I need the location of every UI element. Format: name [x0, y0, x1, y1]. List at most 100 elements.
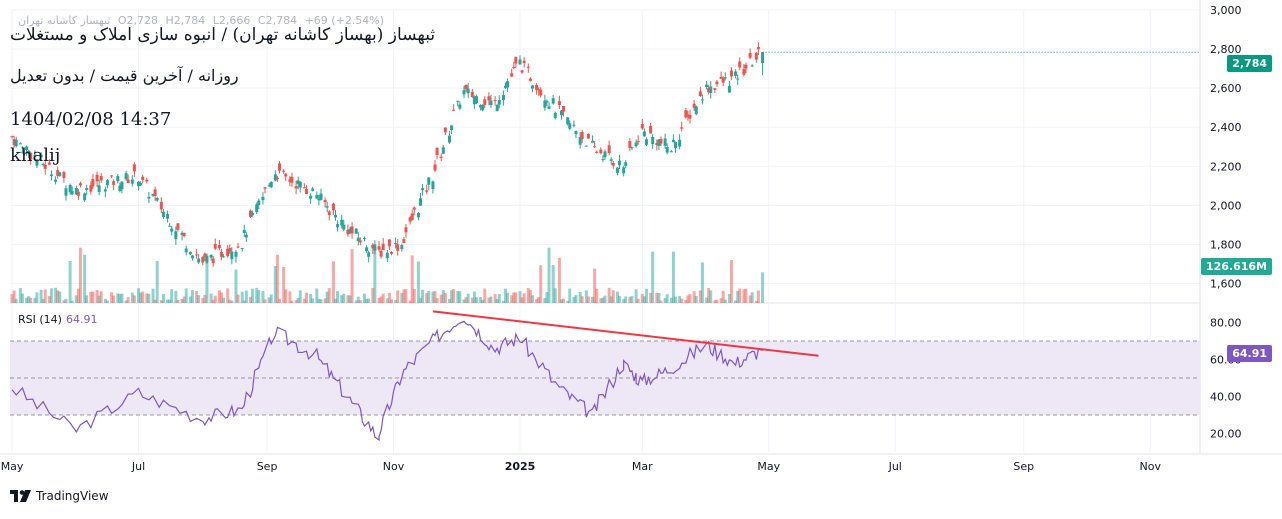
- volume-bar: [678, 296, 682, 303]
- candle-body: [402, 239, 406, 244]
- time-tick-label: Sep: [1013, 460, 1034, 473]
- candle-body: [296, 180, 300, 184]
- candle-body: [365, 247, 369, 252]
- candle-body: [184, 248, 188, 253]
- candle-body: [599, 149, 603, 154]
- candle-body: [692, 103, 696, 108]
- candle-body: [481, 104, 485, 111]
- candle-body: [425, 190, 429, 192]
- candle-body: [673, 141, 677, 149]
- volume-bar: [578, 291, 582, 303]
- volume-bar: [211, 299, 215, 303]
- candle-body: [174, 231, 178, 240]
- volume-bar: [435, 297, 439, 303]
- volume-bar: [663, 298, 667, 303]
- volume-bar: [269, 294, 273, 303]
- ohlc-readout: ثبهساز کاشانه تهران O2,728 H2,784 L2,666…: [18, 14, 388, 27]
- volume-bar: [545, 292, 549, 303]
- volume-bar: [89, 291, 93, 303]
- candle-body: [367, 252, 371, 257]
- volume-bar: [497, 294, 501, 303]
- candle-body: [578, 137, 582, 145]
- volume-bar: [296, 298, 300, 303]
- volume-bar: [427, 290, 431, 303]
- volume-bar: [659, 300, 663, 303]
- candle-body: [298, 181, 302, 188]
- volume-bar: [151, 288, 155, 303]
- candle-body: [112, 181, 116, 185]
- volume-bar: [371, 287, 375, 303]
- volume-bar: [396, 290, 400, 303]
- volume-bar: [593, 268, 597, 303]
- volume-bar: [124, 300, 128, 303]
- candle-body: [354, 228, 358, 234]
- volume-bar: [591, 296, 595, 303]
- volume-bar: [304, 292, 308, 303]
- candle-body: [120, 181, 124, 189]
- candle-body: [255, 204, 259, 213]
- volume-bar: [155, 261, 159, 303]
- volume-bar: [412, 288, 416, 303]
- volume-bar: [665, 294, 669, 303]
- tradingview-brand[interactable]: TradingView: [10, 489, 109, 503]
- volume-bar: [736, 290, 740, 303]
- candle-body: [659, 138, 663, 144]
- volume-bar: [566, 300, 570, 303]
- volume-bar: [294, 300, 298, 303]
- candle-body: [754, 52, 758, 60]
- candle-body: [547, 106, 551, 109]
- volume-bar: [39, 289, 43, 303]
- candle-body: [323, 199, 327, 203]
- candle-body: [522, 60, 526, 64]
- candle-body: [495, 104, 499, 112]
- volume-bar: [470, 297, 474, 303]
- volume-bar: [257, 290, 261, 303]
- candle-body: [671, 139, 675, 143]
- volume-bar: [487, 297, 491, 303]
- candle-body: [387, 239, 391, 247]
- candle-body: [474, 96, 478, 103]
- candle-body: [562, 106, 566, 112]
- volume-bar: [387, 292, 391, 303]
- candle-body: [346, 229, 350, 235]
- volume-bar: [68, 261, 72, 303]
- volume-bar: [501, 300, 505, 303]
- candle-body: [336, 224, 340, 228]
- candle-body: [669, 151, 673, 153]
- volume-bar: [479, 297, 483, 303]
- volume-bar: [76, 288, 80, 303]
- volume-bar: [275, 254, 279, 303]
- candle-body: [288, 179, 292, 182]
- candle-body: [530, 85, 534, 89]
- candle-body: [269, 182, 273, 188]
- candle-body: [729, 70, 733, 77]
- volume-bar: [166, 299, 170, 303]
- candle-body: [719, 76, 723, 79]
- candle-body: [275, 177, 279, 180]
- candle-body: [584, 145, 588, 147]
- candle-body: [568, 123, 572, 129]
- rsi-tick-label: 40.00: [1210, 391, 1242, 404]
- candle-body: [95, 174, 99, 182]
- volume-bar: [443, 292, 447, 303]
- candle-body: [377, 246, 381, 250]
- candle-body: [41, 164, 45, 166]
- ohlc-low: L2,666: [212, 14, 251, 27]
- candle-body: [744, 64, 748, 69]
- candle-body: [257, 200, 261, 206]
- candle-body: [435, 147, 439, 156]
- candle-body: [39, 154, 43, 158]
- candle-body: [396, 244, 400, 251]
- candle-body: [466, 88, 470, 94]
- candle-body: [593, 146, 597, 148]
- candle-body: [518, 59, 522, 65]
- volume-bar: [520, 297, 524, 303]
- candle-body: [609, 159, 613, 162]
- volume-bar: [205, 258, 209, 303]
- candle-body: [642, 131, 646, 137]
- volume-bar: [385, 298, 389, 303]
- volume-bar: [99, 291, 103, 303]
- candle-body: [462, 90, 466, 95]
- volume-bar: [273, 266, 277, 303]
- volume-bar: [180, 298, 184, 303]
